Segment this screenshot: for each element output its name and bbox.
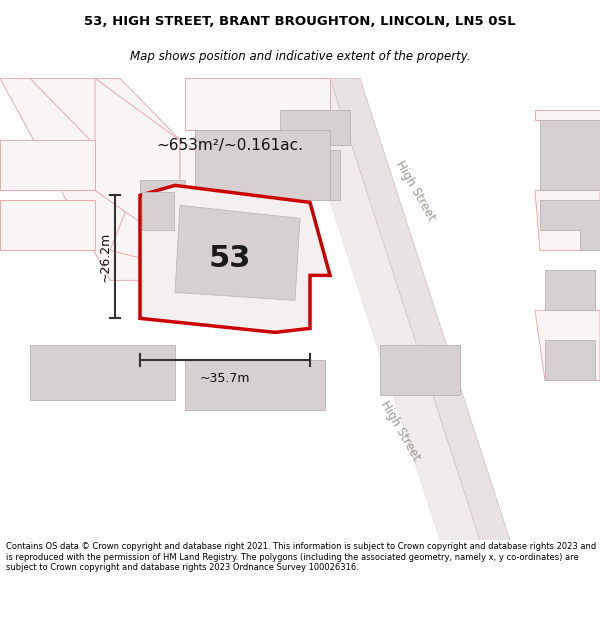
Text: ~26.2m: ~26.2m xyxy=(98,232,112,282)
Text: ~653m²/~0.161ac.: ~653m²/~0.161ac. xyxy=(157,138,304,153)
Polygon shape xyxy=(95,78,180,251)
Polygon shape xyxy=(140,181,185,221)
Polygon shape xyxy=(195,131,330,201)
Polygon shape xyxy=(545,341,595,381)
Polygon shape xyxy=(0,201,95,251)
Text: 53, HIGH STREET, BRANT BROUGHTON, LINCOLN, LN5 0SL: 53, HIGH STREET, BRANT BROUGHTON, LINCOL… xyxy=(84,16,516,28)
Polygon shape xyxy=(30,78,200,161)
Polygon shape xyxy=(540,201,600,251)
Polygon shape xyxy=(0,78,230,281)
Polygon shape xyxy=(30,346,175,401)
Polygon shape xyxy=(380,346,460,396)
Polygon shape xyxy=(290,78,480,541)
Polygon shape xyxy=(142,192,174,231)
Polygon shape xyxy=(185,78,330,131)
Polygon shape xyxy=(185,361,325,411)
Polygon shape xyxy=(280,111,350,146)
Text: High Street: High Street xyxy=(392,158,437,222)
Text: ~35.7m: ~35.7m xyxy=(200,372,250,385)
Text: High Street: High Street xyxy=(377,398,422,462)
Polygon shape xyxy=(260,151,340,201)
Polygon shape xyxy=(0,141,95,191)
Polygon shape xyxy=(535,111,600,121)
Text: Contains OS data © Crown copyright and database right 2021. This information is : Contains OS data © Crown copyright and d… xyxy=(6,542,596,572)
Text: Map shows position and indicative extent of the property.: Map shows position and indicative extent… xyxy=(130,50,470,62)
Polygon shape xyxy=(175,206,300,301)
Polygon shape xyxy=(180,141,270,311)
Polygon shape xyxy=(535,311,600,381)
Text: 53: 53 xyxy=(209,244,251,273)
Polygon shape xyxy=(545,271,595,311)
Polygon shape xyxy=(330,78,510,541)
Polygon shape xyxy=(110,151,270,281)
Polygon shape xyxy=(540,121,600,191)
Polygon shape xyxy=(140,186,330,332)
Polygon shape xyxy=(535,191,600,251)
